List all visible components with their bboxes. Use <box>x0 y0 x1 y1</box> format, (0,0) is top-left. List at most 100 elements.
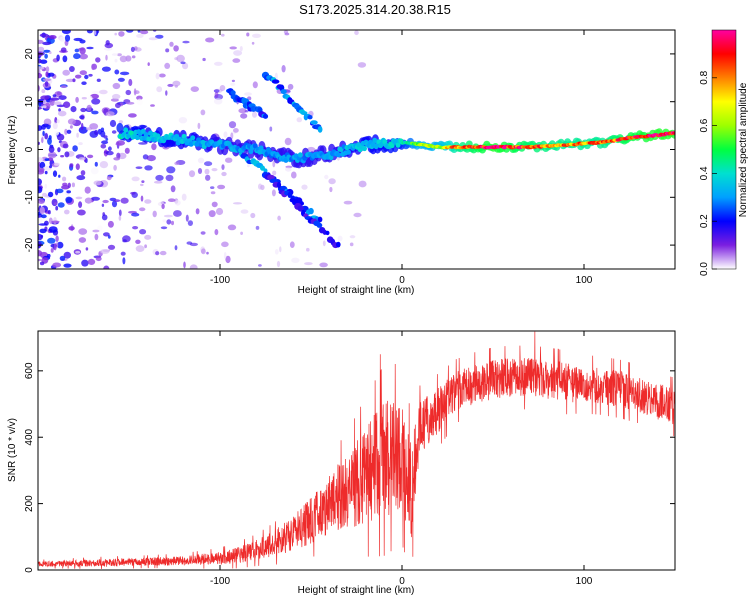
snr-ytick-label: 600 <box>24 362 35 379</box>
spectrogram-noise-blob <box>72 78 76 83</box>
spectrogram-noise-blob <box>80 122 84 131</box>
spectrogram-noise-blob <box>140 30 149 35</box>
spectrogram-branch-blob <box>325 230 330 236</box>
spectrogram-noise-blob <box>183 261 186 269</box>
spectrogram-noise-blob <box>113 164 117 171</box>
spectrogram-branch-blob <box>260 165 265 171</box>
spectrogram-noise-blob <box>150 104 155 107</box>
spectrogram-noise-blob <box>89 123 99 130</box>
spectrogram-noise-blob <box>56 241 64 249</box>
spectrogram-noise-blob <box>45 71 49 78</box>
spectrogram-noise-blob <box>81 259 89 267</box>
spectrogram-noise-blob <box>87 154 94 159</box>
spectrogram-noise-blob <box>231 79 235 83</box>
spectrogram-noise-blob <box>269 126 273 132</box>
spectrogram-noise-blob <box>52 170 58 177</box>
spectrogram-noise-blob <box>79 39 86 44</box>
spectrogram-noise-blob <box>139 229 147 235</box>
colorbar: 0.0 0.2 0.4 0.6 0.8 Normalized spectral ampl… <box>699 29 749 276</box>
spectrogram-noise-blob <box>112 82 121 90</box>
spectrogram-ridge-core <box>217 139 223 145</box>
spectrogram-noise-blob <box>99 89 108 95</box>
spectrogram-ytick-label: 10 <box>24 96 35 108</box>
spectrogram-noise-blob <box>120 197 129 204</box>
spectrogram-noise-blob <box>130 46 135 53</box>
spectrogram-noise-blob <box>251 41 255 45</box>
spectrogram-noise-blob <box>54 162 60 166</box>
colorbar-tick-label: 0.6 <box>699 118 710 132</box>
spectrogram-noise-blob <box>38 66 45 70</box>
spectrogram-noise-blob <box>94 233 99 241</box>
spectrogram-noise-blob <box>60 155 65 158</box>
spectrogram-noise-blob <box>291 257 300 263</box>
spectrogram-noise-blob <box>105 40 110 46</box>
spectrogram-noise-blob <box>258 264 262 267</box>
spectrogram-noise-blob <box>63 263 72 268</box>
spectrogram-noise-blob <box>48 217 53 224</box>
spectrogram-noise-blob <box>126 101 135 105</box>
spectrogram-noise-blob <box>272 170 277 176</box>
spectrogram-xtick-label: 0 <box>399 275 405 286</box>
spectrogram-noise-blob <box>140 195 144 202</box>
spectrogram-noise-blob <box>167 83 174 87</box>
spectrogram-ridge-core <box>190 135 196 141</box>
spectrogram-noise-blob <box>306 146 316 153</box>
spectrogram-noise-blob <box>66 190 71 194</box>
spectrogram-noise-blob <box>186 241 193 245</box>
spectrogram-noise-blob <box>54 202 58 205</box>
spectrogram-ridge-core <box>129 130 134 136</box>
colorbar-tick-label: 0.0 <box>699 262 710 276</box>
spectrogram-noise-blob <box>60 47 67 53</box>
spectrogram-noise-blob <box>53 243 57 251</box>
spectrogram-noise-blob <box>84 74 89 80</box>
spectrogram-noise-blob <box>64 209 70 215</box>
spectrogram-ridge-core <box>252 143 258 149</box>
spectrogram-noise-blob <box>64 34 71 42</box>
colorbar-tick-label: 0.8 <box>699 70 710 84</box>
spectrogram-noise-blob <box>165 174 174 182</box>
spectrogram-noise-blob <box>271 189 276 197</box>
spectrogram-noise-blob <box>166 219 172 225</box>
spectrogram-noise-blob <box>144 234 152 240</box>
spectrogram-noise-blob <box>205 174 211 181</box>
spectrogram-noise-blob <box>101 214 108 221</box>
spectrogram-noise-blob <box>87 30 93 34</box>
spectrogram-noise-blob <box>54 131 60 136</box>
spectrogram-noise-blob <box>230 82 236 86</box>
spectrogram-noise-blob <box>39 228 47 234</box>
spectrogram-noise-blob <box>107 235 111 239</box>
spectrogram-noise-blob <box>161 203 165 210</box>
snr-series-line <box>38 331 675 569</box>
spectrogram-ridge-core <box>123 127 129 133</box>
spectrogram-noise-blob <box>221 171 227 177</box>
spectrogram-noise-blob <box>272 160 276 168</box>
spectrogram-noise-blob <box>229 46 237 50</box>
spectrogram-noise-blob <box>109 119 117 128</box>
spectrogram-noise-blob <box>72 145 78 152</box>
spectrogram-noise-blob <box>144 199 152 204</box>
spectrogram-noise-blob <box>41 137 44 144</box>
spectrogram-noise-blob <box>94 129 99 136</box>
snr-ylabel: SNR (10 * v/v) <box>7 418 18 482</box>
spectrogram-noise-blob <box>118 31 125 37</box>
spectrogram-noise-blob <box>79 70 88 76</box>
spectrogram-branch-blob <box>297 205 304 212</box>
spectrogram-noise-blob <box>274 249 279 255</box>
spectrogram-noise-blob <box>81 97 87 100</box>
spectrogram-noise-blob <box>137 30 141 33</box>
spectrogram-noise-blob <box>197 122 201 130</box>
spectrogram-noise-blob <box>78 47 85 51</box>
spectrogram-noise-blob <box>58 174 61 178</box>
spectrogram-noise-blob <box>322 240 326 247</box>
spectrogram-noise-blob <box>171 220 174 226</box>
spectrogram-noise-blob <box>349 242 354 247</box>
spectrogram-noise-blob <box>164 62 171 69</box>
spectrogram-noise-blob <box>74 48 80 53</box>
spectrogram-noise-blob <box>130 191 136 195</box>
spectrogram-noise-blob <box>38 258 42 262</box>
spectrogram-noise-blob <box>304 262 313 266</box>
spectrogram-noise-blob <box>87 95 93 101</box>
snr-panel: -100 0 100 0 200 400 600 Height of straight li… <box>7 330 676 596</box>
spectrogram-noise-blob <box>181 193 187 201</box>
